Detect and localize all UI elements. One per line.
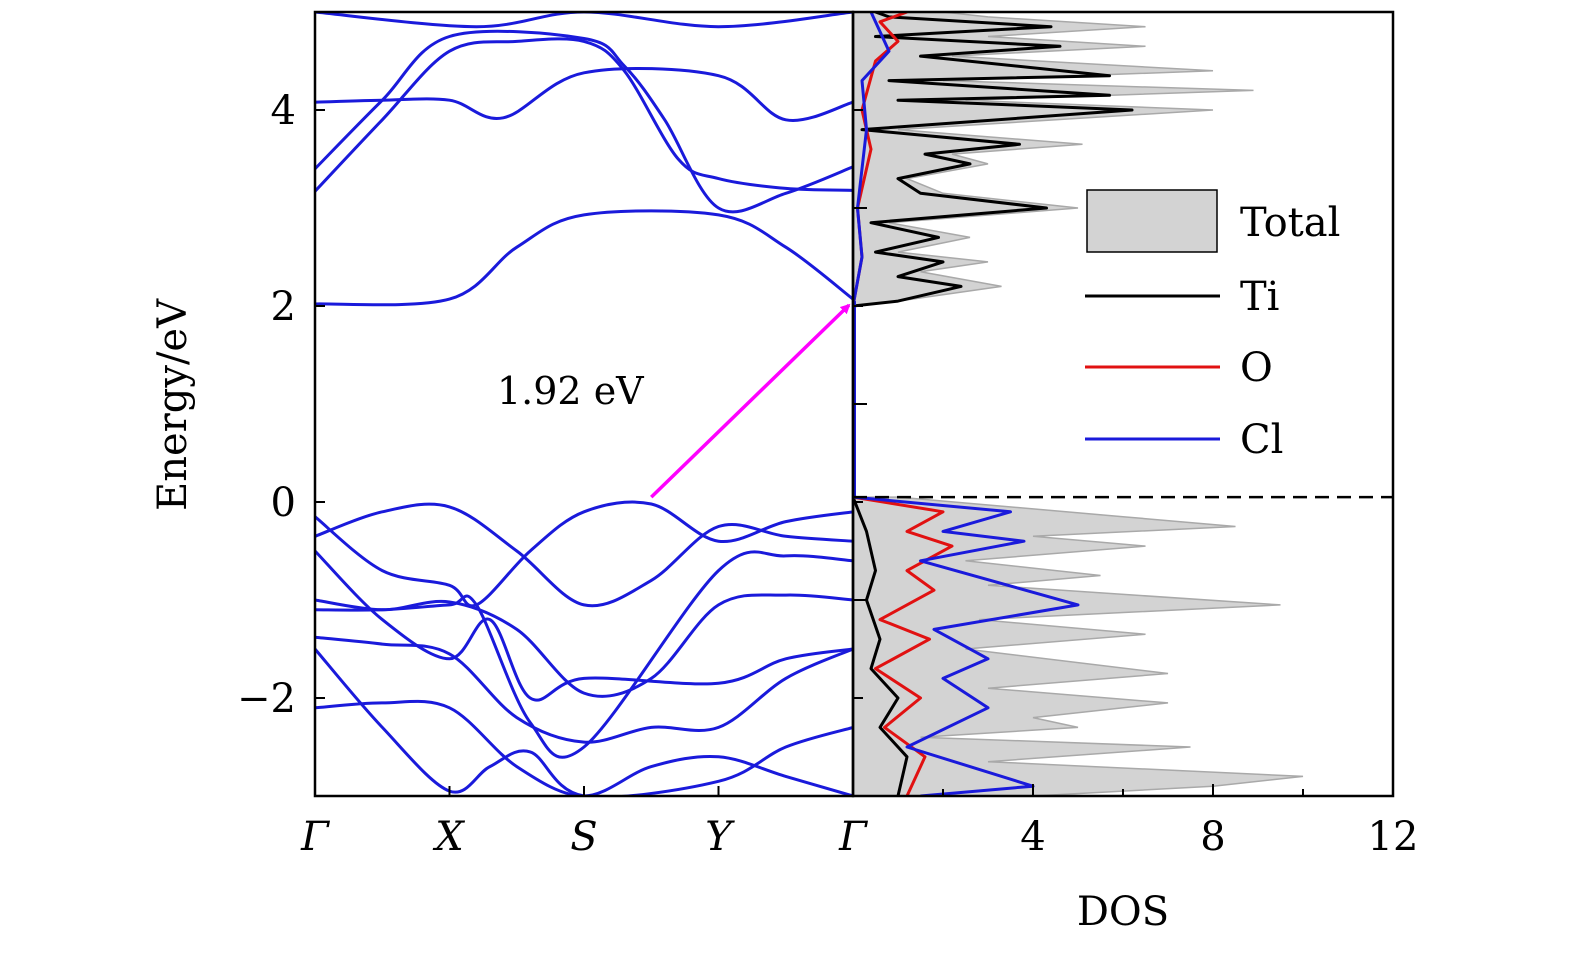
y-tick-label: −2 <box>237 676 296 722</box>
dos-total-conduction-area <box>853 12 1254 307</box>
band-line-2 <box>315 37 853 193</box>
dos-x-tick-label: 12 <box>1368 814 1419 860</box>
axis-ticks <box>314 109 1394 796</box>
dos-total-valence-area <box>853 496 1304 796</box>
gap-arrow <box>650 303 851 499</box>
dos-axis-title: DOS <box>1077 889 1169 935</box>
y-tick-label: 2 <box>271 284 296 330</box>
band-line-4 <box>315 67 853 122</box>
dos-total-area <box>853 12 1304 796</box>
band-line-10 <box>315 550 853 759</box>
band-line-1 <box>315 209 853 307</box>
band-line-7 <box>315 502 853 608</box>
kpoint-label: Y <box>705 814 735 860</box>
dos-line-ti-valence <box>853 496 909 796</box>
kpoint-label: Γ <box>300 814 330 860</box>
legend-label-o: O <box>1240 345 1273 391</box>
legend-swatch-total <box>1086 189 1218 253</box>
y-tick-label: 4 <box>271 88 296 134</box>
band-line-3 <box>315 29 853 214</box>
dos-x-tick-label: 8 <box>1200 814 1225 860</box>
band-line-11 <box>315 635 853 744</box>
kpoint-label: X <box>432 814 465 860</box>
dos-line-cl-conduction <box>853 12 891 307</box>
y-tick-label: 0 <box>271 480 296 526</box>
dos-line-ti-conduction <box>853 12 1134 308</box>
gap-label: 1.92 eV <box>497 369 644 413</box>
dos-line-o-valence <box>853 495 954 796</box>
legend-label-total: Total <box>1240 200 1340 246</box>
band-line-12 <box>315 648 853 796</box>
band-line-5 <box>315 12 853 29</box>
y-axis-title: Energy/eV <box>150 298 196 511</box>
kpoint-label: S <box>570 814 597 860</box>
band-line-8 <box>315 549 853 702</box>
legend: Total Ti O Cl <box>1085 189 1340 463</box>
legend-label-ti: Ti <box>1240 274 1279 320</box>
axis-tick-labels: −2 0 2 4 Γ X S Y Γ 4 8 12 <box>237 88 1418 860</box>
gap-annotation: 1.92 eV <box>497 303 851 499</box>
band-line-6 <box>315 500 853 608</box>
dos-line-cl-valence <box>853 495 1080 796</box>
kpoint-label: Γ <box>838 814 868 860</box>
dos-x-tick-label: 4 <box>1020 814 1045 860</box>
legend-label-cl: Cl <box>1240 417 1283 463</box>
dos-panel <box>853 12 1393 796</box>
